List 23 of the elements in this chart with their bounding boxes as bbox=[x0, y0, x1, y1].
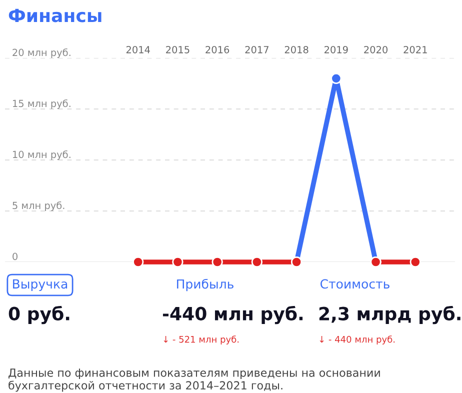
x-tick-label: 2015 bbox=[166, 46, 190, 54]
x-tick-label: 2017 bbox=[245, 46, 268, 54]
x-tick-label: 2016 bbox=[206, 46, 230, 54]
text: ↓ - 521 млн руб. bbox=[164, 336, 239, 344]
y-tick-label: 15 млн руб. bbox=[13, 99, 70, 109]
text: -440 млн руб. bbox=[162, 306, 303, 324]
x-tick-label: 2019 bbox=[324, 46, 348, 54]
y-tick-label: 20 млн руб. bbox=[12, 48, 70, 58]
text: ↓ - 440 млн руб. bbox=[320, 336, 395, 344]
chart-title: Финансы bbox=[8, 8, 102, 22]
text: Выручка bbox=[13, 279, 68, 292]
text: 2,3 млрд руб. bbox=[319, 306, 460, 324]
x-tick-label: 2021 bbox=[404, 46, 427, 54]
y-tick-label: 5 млн руб. bbox=[12, 201, 64, 211]
text: Прибыль bbox=[177, 278, 234, 292]
y-tick-label: 10 млн руб. bbox=[13, 150, 70, 160]
text: Стоимость bbox=[320, 279, 390, 289]
x-tick-label: 2014 bbox=[126, 46, 150, 54]
text: 0 руб. bbox=[8, 306, 70, 324]
text: Данные по финансовым показателям приведены на основании бухгалтерской отчетности за 2014–2021 годы. bbox=[8, 368, 380, 392]
x-tick-label: 2020 bbox=[364, 46, 388, 54]
x-tick-label: 2018 bbox=[284, 46, 308, 54]
y-tick-label: 0 bbox=[12, 252, 18, 260]
